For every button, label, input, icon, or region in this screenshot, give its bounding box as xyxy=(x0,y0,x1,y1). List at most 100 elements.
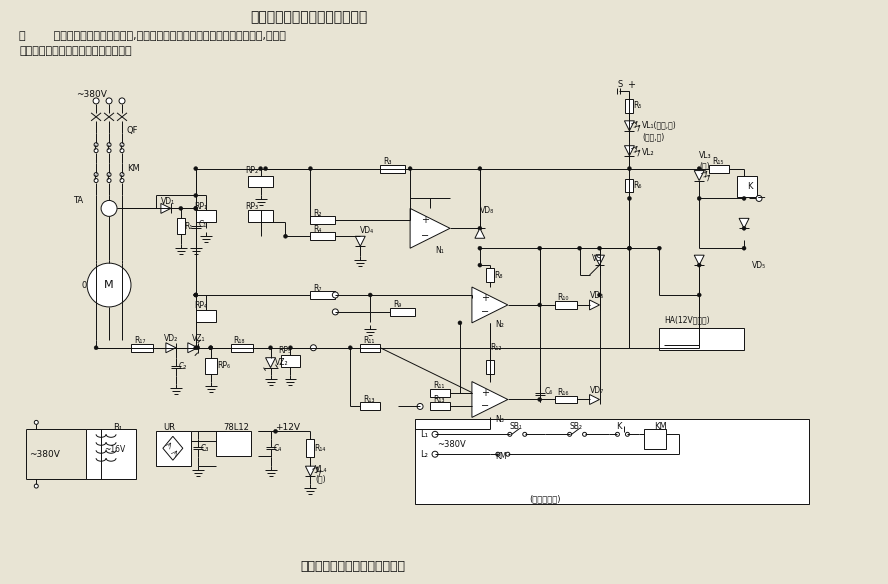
Text: K: K xyxy=(747,182,752,191)
Text: (绿): (绿) xyxy=(315,475,326,484)
Text: ~380V: ~380V xyxy=(29,450,60,458)
Circle shape xyxy=(697,196,702,200)
Text: ~380V: ~380V xyxy=(437,440,466,449)
Text: +: + xyxy=(421,215,429,225)
Circle shape xyxy=(538,398,542,401)
Text: VS: VS xyxy=(591,253,601,263)
Circle shape xyxy=(506,452,510,456)
Text: UR: UR xyxy=(163,423,175,432)
Circle shape xyxy=(209,346,213,350)
Circle shape xyxy=(756,196,762,201)
Bar xyxy=(625,99,633,113)
Bar xyxy=(390,308,415,316)
Text: VD₄: VD₄ xyxy=(361,226,375,235)
Circle shape xyxy=(93,98,99,104)
Text: RP₄: RP₄ xyxy=(194,301,207,311)
Text: 警和切断控制回路电源从而实现保护。: 警和切断控制回路电源从而实现保护。 xyxy=(20,46,132,56)
Circle shape xyxy=(508,432,511,436)
Circle shape xyxy=(742,246,746,250)
Bar xyxy=(415,419,809,504)
Text: C₄: C₄ xyxy=(274,444,281,453)
Bar xyxy=(195,210,216,223)
Text: 三相鼠笼型电动机综合保护电路: 三相鼠笼型电动机综合保护电路 xyxy=(300,560,406,573)
Text: 0: 0 xyxy=(82,280,87,290)
Bar xyxy=(645,429,666,449)
Circle shape xyxy=(274,429,278,433)
Text: ~16V: ~16V xyxy=(104,445,125,454)
Circle shape xyxy=(598,246,601,250)
Bar xyxy=(555,395,576,404)
Polygon shape xyxy=(472,287,508,323)
Text: R₁₁: R₁₁ xyxy=(363,336,375,345)
Text: KM: KM xyxy=(495,451,506,461)
Circle shape xyxy=(538,303,542,307)
Text: −: − xyxy=(480,307,489,317)
Circle shape xyxy=(194,166,198,171)
Text: RP₁: RP₁ xyxy=(194,202,207,211)
Text: (红): (红) xyxy=(699,161,710,170)
Circle shape xyxy=(496,452,500,456)
Circle shape xyxy=(35,484,38,488)
Circle shape xyxy=(94,172,98,176)
Circle shape xyxy=(628,196,631,200)
Circle shape xyxy=(478,246,482,250)
Text: R₁₅: R₁₅ xyxy=(712,157,724,166)
Bar xyxy=(205,357,217,374)
Circle shape xyxy=(538,246,542,250)
Circle shape xyxy=(308,166,313,171)
Bar xyxy=(710,165,729,172)
Bar xyxy=(659,328,744,350)
Bar xyxy=(156,432,191,466)
Circle shape xyxy=(94,142,98,147)
Circle shape xyxy=(283,234,288,238)
Bar xyxy=(177,218,185,234)
Text: L₂: L₂ xyxy=(420,450,428,458)
Circle shape xyxy=(478,263,482,267)
Circle shape xyxy=(332,292,338,298)
Text: +: + xyxy=(481,293,489,303)
Text: (过流,黄): (过流,黄) xyxy=(642,132,664,141)
Text: R₁₇: R₁₇ xyxy=(134,336,146,345)
Bar xyxy=(625,179,633,193)
Text: C₁: C₁ xyxy=(199,220,207,229)
Bar xyxy=(486,268,494,282)
Circle shape xyxy=(258,166,263,171)
Text: N₃: N₃ xyxy=(495,415,503,424)
Text: SB₂: SB₂ xyxy=(569,422,583,431)
Circle shape xyxy=(311,345,316,351)
Circle shape xyxy=(35,420,38,425)
Polygon shape xyxy=(694,255,704,265)
Circle shape xyxy=(369,293,372,297)
Bar xyxy=(306,439,314,457)
Text: M: M xyxy=(104,280,114,290)
Text: VL₁(运行,绿): VL₁(运行,绿) xyxy=(642,120,678,129)
Circle shape xyxy=(657,246,662,250)
Text: VL₄: VL₄ xyxy=(315,465,328,474)
Text: S: S xyxy=(617,81,622,89)
Circle shape xyxy=(615,432,620,436)
Text: R₁: R₁ xyxy=(184,222,192,231)
Polygon shape xyxy=(624,121,634,131)
Circle shape xyxy=(195,346,200,350)
Polygon shape xyxy=(472,381,508,418)
Text: −: − xyxy=(480,401,489,412)
Bar xyxy=(311,216,336,224)
Text: R₆: R₆ xyxy=(633,181,642,190)
Circle shape xyxy=(628,246,631,250)
Text: VD₁: VD₁ xyxy=(161,197,175,206)
Circle shape xyxy=(120,149,124,152)
Circle shape xyxy=(209,346,213,350)
Text: 三相鼠笼型电动机综合保护电路: 三相鼠笼型电动机综合保护电路 xyxy=(250,11,368,25)
Text: RP₆: RP₆ xyxy=(218,361,231,370)
Text: R₁₃: R₁₃ xyxy=(433,395,445,404)
Text: R₁₀: R₁₀ xyxy=(558,294,569,303)
Text: R₈: R₈ xyxy=(494,270,503,280)
Polygon shape xyxy=(166,343,176,353)
Polygon shape xyxy=(694,171,704,180)
Text: RP₃: RP₃ xyxy=(246,202,258,211)
Bar xyxy=(195,310,216,322)
Text: C₃: C₃ xyxy=(201,444,210,453)
Circle shape xyxy=(120,172,124,176)
Circle shape xyxy=(194,293,198,297)
Text: KM: KM xyxy=(654,422,667,431)
